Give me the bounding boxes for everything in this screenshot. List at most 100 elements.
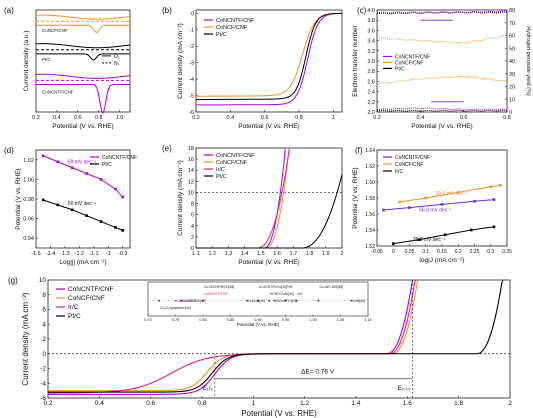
inset-x-axis-label: Potential (V vs. RHE) [237, 322, 280, 327]
tafel-marker [85, 214, 88, 217]
legend-entry: Ir/C [68, 304, 79, 311]
inset-point [158, 299, 160, 302]
slope-annotation: 60 mV dec⁻¹ [68, 201, 97, 207]
x-tick-label: 0.6 [74, 115, 82, 121]
delta-e-label: ΔE= 0.76 V [301, 369, 335, 376]
x-tick-label: 0.25 [470, 249, 480, 255]
legend-entry: CoNCF/CNF [68, 295, 105, 302]
lsv-Pt/C [195, 12, 343, 101]
legend-entry: N₂ [114, 61, 120, 67]
cv-cathodic-CoNCNTF/CNF [36, 83, 130, 114]
panel-label: (d) [4, 146, 14, 155]
y-tick-label: 1.64 [365, 148, 375, 154]
x-tick-label: 0.1 [422, 249, 429, 255]
legend-entry: CoNCF/CNF [216, 25, 248, 31]
y-tick-label: 2.4 [367, 90, 375, 96]
tafel-oer-marker [424, 196, 428, 200]
x-tick-label: -1.3 [60, 251, 69, 257]
x-tick-label: 0.8 [95, 115, 103, 121]
y-tick-label: -1 [189, 28, 194, 34]
legend-entry: CoNCNTF/CNF [216, 153, 255, 159]
y-tick-label: 3.2 [367, 49, 375, 55]
inset-x-tick-label: 1.10 [364, 318, 371, 322]
panel-b: (b) 0.2 0.4 0.6 0.8 1 0 -1 -2 -3 -4 -5 -6 Potential (… [162, 6, 343, 130]
y-tick-label: 6 [42, 307, 46, 314]
y-tick-label: 2.8 [367, 69, 375, 75]
panel-d: (d) -1.5 -1.4 -1.3 -1.2 -1.1 -1 -0.9 0.94 0.96 0.9… [4, 146, 137, 266]
inset-point [317, 299, 320, 302]
x-tick-label: 1.0 [116, 115, 124, 121]
curve-label: CoNCF/CNF [42, 28, 68, 33]
legend-entry: Ir/C [395, 169, 403, 175]
slope-annotation: 59 mV dec⁻¹ [68, 160, 97, 166]
panel-label: (c) [357, 6, 367, 15]
legend-entry: Pt/C [102, 162, 112, 168]
x-axis-label: Log|j| (mA cm⁻²) [59, 259, 106, 266]
y-tick-label: 0 [191, 246, 194, 252]
y-tick-label: 3.0 [367, 59, 375, 65]
x-tick-label: 0.3 [487, 249, 494, 255]
y-tick-label: -3 [189, 61, 194, 67]
panel-label: (e) [162, 144, 172, 153]
legend-entry: Pt/C [395, 66, 405, 72]
inset-point [350, 299, 353, 302]
y-tick-label: 6 [191, 213, 194, 219]
tafel-oer-marker [398, 200, 402, 204]
e-half-label: E₁/₂ [203, 386, 214, 392]
y-axis-label: Current density (mA cm⁻²) [177, 160, 184, 236]
x-tick-label: 0.2 [192, 115, 200, 121]
inset-point-label: Pt/C [287, 285, 294, 289]
x-tick-label: 0 [392, 249, 395, 255]
tafel-oer-marker [473, 199, 476, 203]
tafel-marker [85, 172, 88, 175]
y-tick-label: 2 [191, 235, 194, 241]
inset-point-label: Co-N/C-800[47] [182, 299, 206, 303]
y-tick-label: 0 [191, 11, 194, 17]
inset-x-tick-label: 1.00 [309, 318, 316, 322]
x-tick-label: -1.1 [89, 251, 98, 257]
x-tick-label: -1 [106, 251, 111, 257]
legend-entry: Pt/C [216, 32, 227, 38]
x-tick-label: 0.05 [405, 249, 415, 255]
x-tick-label: 0.6 [146, 400, 155, 407]
x-tick-label: 0.8 [503, 115, 511, 121]
curve-label: CoNCNTF/CNF [42, 89, 74, 94]
y-tick-label: -6 [40, 395, 46, 402]
y2-tick-label: 10 [509, 97, 515, 103]
inset-x-tick-label: 0.70 [144, 318, 151, 322]
inset-x-tick-label: 0.90 [254, 318, 261, 322]
x-tick-label: 1.1 [192, 251, 200, 257]
x-tick-label: 2 [508, 400, 512, 407]
legend-entry: CoNCF/CNF [216, 160, 248, 166]
x-tick-label: 1.3 [225, 251, 233, 257]
y-tick-label: 3.8 [367, 18, 375, 24]
y-tick-label: 2 [42, 336, 46, 343]
x-tick-label: 1.2 [300, 400, 309, 407]
y2-axis-label: Hydrogen peroxide yield (%) [525, 26, 531, 96]
inset-point-label: NiCo/PFC[19] [276, 299, 297, 303]
inset-point [268, 299, 270, 302]
lsv-CoNCNTF/CNF [195, 12, 343, 106]
legend-entry: CoNCNTF/CNF [68, 286, 114, 293]
y-axis-label: Current density (a.u.) [23, 30, 30, 91]
legend-entry: Pt/C [68, 313, 81, 320]
cv-anodic-CoNCNTF/CNF [35, 73, 131, 79]
bifunctional-Pt/C [48, 279, 504, 393]
x-tick-label: 0.8 [295, 115, 303, 121]
x-tick-label: 0.6 [460, 115, 468, 121]
y-tick-label: 1.60 [365, 180, 375, 186]
x-tick-label: 1.2 [208, 251, 216, 257]
tafel-oer-marker [492, 198, 496, 201]
rrde-Pt/C n [376, 11, 508, 15]
x-tick-label: 0.4 [53, 115, 61, 121]
x-axis-label: Potential (V vs. RHE) [52, 123, 113, 130]
x-tick-label: -1.5 [31, 251, 40, 257]
tafel-marker [56, 160, 59, 164]
cv-anodic-CoNCF/CNF [35, 14, 131, 20]
tafel-oer-marker [456, 191, 460, 194]
tafel-oer-marker [391, 242, 395, 245]
tafel-marker [41, 198, 45, 202]
y-tick-label: 2.6 [367, 79, 375, 85]
x-tick-label: -0.05 [371, 249, 383, 255]
tafel-marker [41, 154, 45, 158]
